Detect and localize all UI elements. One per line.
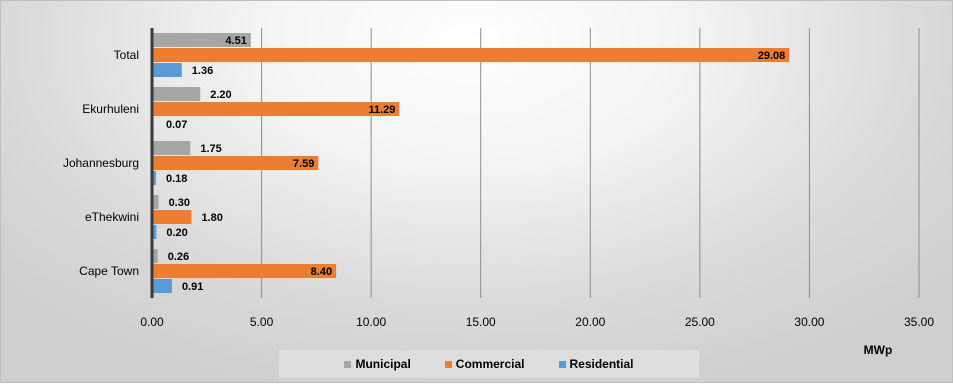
bar-municipal — [152, 249, 158, 263]
x-tick-label: 20.00 — [575, 315, 605, 329]
x-tick-label: 15.00 — [466, 315, 496, 329]
legend-label-residential: Residential — [569, 357, 634, 371]
legend-swatch-commercial — [444, 360, 452, 368]
category-label: Johannesburg — [63, 156, 139, 170]
legend-item-municipal: Municipal — [344, 357, 411, 371]
bar-municipal — [152, 195, 159, 209]
bar-residential — [152, 171, 156, 185]
legend-swatch-municipal — [344, 360, 352, 368]
legend-item-commercial: Commercial — [444, 357, 525, 371]
bar-residential — [152, 63, 182, 77]
category-label: Cape Town — [79, 264, 139, 278]
x-unit-label: MWp — [864, 343, 893, 357]
legend-label-commercial: Commercial — [455, 357, 525, 371]
data-label: 0.18 — [166, 173, 187, 185]
data-label: 2.20 — [210, 89, 231, 101]
data-label: 29.08 — [758, 50, 786, 62]
bar-commercial — [152, 48, 790, 62]
category-label: Ekurhuleni — [82, 102, 139, 116]
data-label: 0.26 — [168, 251, 189, 263]
data-label: 4.51 — [225, 35, 246, 47]
data-label: 1.80 — [201, 212, 222, 224]
category-label: eThekwini — [85, 210, 139, 224]
legend-item-residential: Residential — [558, 357, 634, 371]
legend: Municipal Commercial Residential — [279, 350, 699, 378]
data-label: 0.91 — [182, 281, 203, 293]
bar-commercial — [152, 210, 192, 224]
bar-residential — [152, 225, 157, 239]
data-label: 0.20 — [166, 227, 187, 239]
x-tick-label: 10.00 — [356, 315, 386, 329]
data-label: 1.75 — [200, 143, 221, 155]
bar-commercial — [152, 102, 400, 116]
data-label: 7.59 — [293, 158, 314, 170]
data-label: 0.07 — [166, 119, 187, 131]
data-label: 8.40 — [311, 266, 332, 278]
data-label: 11.29 — [368, 104, 395, 116]
x-tick-label: 30.00 — [794, 315, 824, 329]
x-tick-label: 5.00 — [250, 315, 274, 329]
bar-residential — [152, 279, 172, 293]
legend-swatch-residential — [558, 360, 566, 368]
bar-municipal — [152, 87, 201, 101]
data-label: 0.30 — [169, 197, 190, 209]
x-tick-label: 25.00 — [685, 315, 715, 329]
legend-label-municipal: Municipal — [355, 357, 411, 371]
data-label: 1.36 — [192, 65, 213, 77]
category-label: Total — [114, 48, 139, 62]
bar-commercial — [152, 156, 319, 170]
x-tick-label: 35.00 — [904, 315, 934, 329]
x-tick-label: 0.00 — [140, 315, 164, 329]
bar-municipal — [152, 33, 251, 47]
bar-municipal — [152, 141, 191, 155]
bar-commercial — [152, 264, 337, 278]
